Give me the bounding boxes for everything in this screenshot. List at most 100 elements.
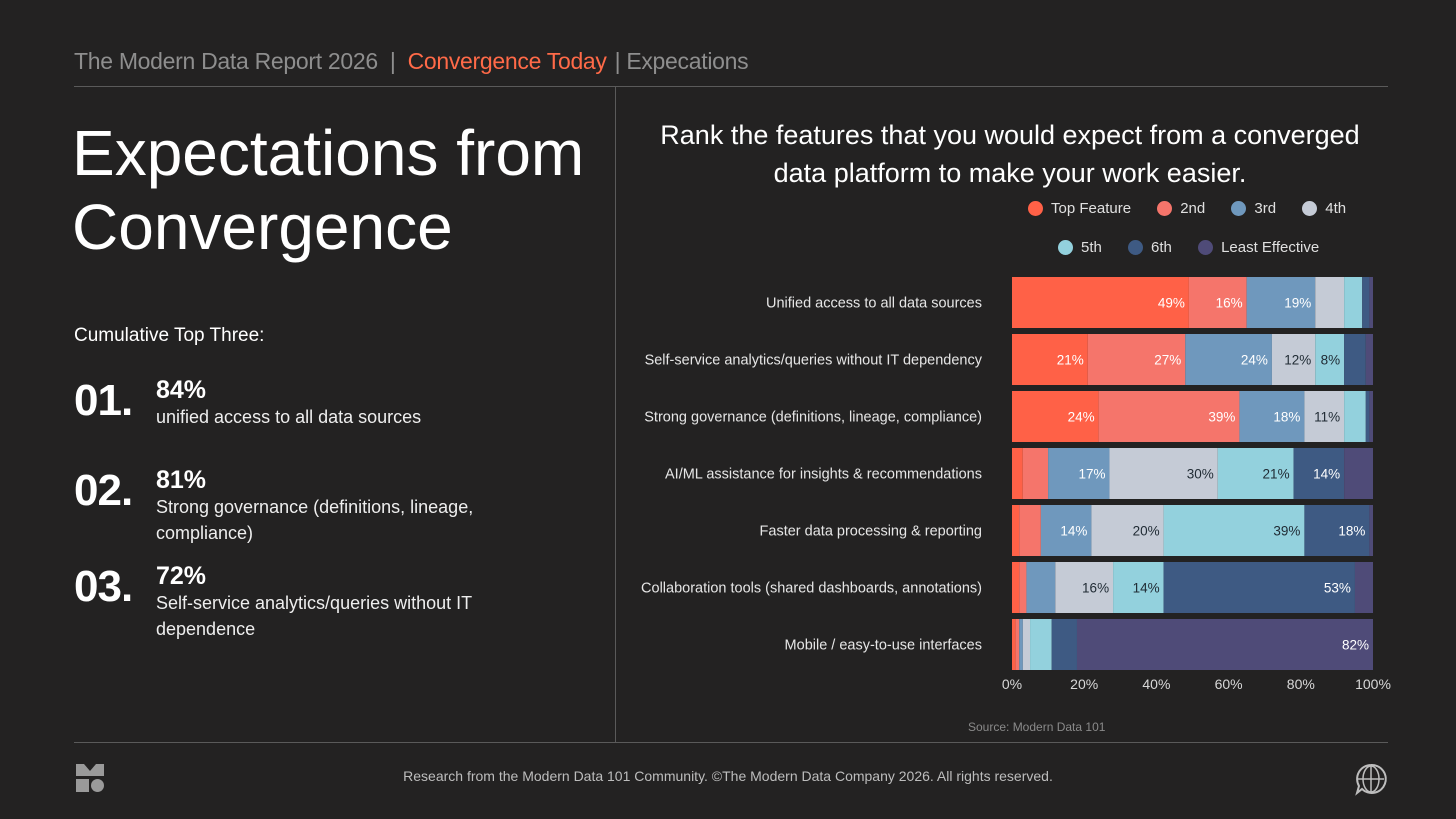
bar-segment	[1344, 391, 1366, 442]
chart-title: Rank the features that you would expect …	[660, 120, 1360, 188]
rank-description: Self-service analytics/queries without I…	[156, 593, 472, 639]
bar-segment	[1185, 334, 1272, 385]
data-label: 14%	[1313, 467, 1340, 482]
x-tick-label: 100%	[1355, 676, 1391, 692]
bar-segment	[1098, 391, 1240, 442]
legend-item-5th: 5th	[1058, 239, 1102, 256]
category-label: Mobile / easy-to-use interfaces	[785, 638, 982, 654]
category-label: AI/ML assistance for insights & recommen…	[665, 467, 982, 483]
bar-segment	[1026, 562, 1056, 613]
data-label: 21%	[1057, 353, 1084, 368]
legend-dot	[1157, 201, 1173, 216]
legend-item-top-feature: Top Feature	[1028, 200, 1131, 217]
legend-dot	[1302, 201, 1318, 216]
report-title: The Modern Data Report 2026	[74, 48, 378, 74]
bar-segment	[1087, 334, 1186, 385]
bar-segment	[1369, 391, 1373, 442]
data-label: 16%	[1216, 296, 1243, 311]
legend-label: 6th	[1151, 239, 1172, 256]
header-divider	[74, 86, 1388, 87]
bar-segment	[1012, 505, 1020, 556]
rank-percent: 81%	[156, 466, 207, 494]
legend-item-least-effective: Least Effective	[1198, 239, 1319, 256]
bar-segment	[1271, 334, 1316, 385]
data-label: 39%	[1273, 524, 1300, 539]
bar-segment	[1012, 448, 1023, 499]
bar-segment	[1109, 448, 1218, 499]
legend-dot	[1058, 240, 1073, 255]
bar-segment	[1012, 277, 1189, 328]
data-label: 14%	[1060, 524, 1087, 539]
data-label: 19%	[1284, 296, 1311, 311]
rank-description: Strong governance (definitions, lineage,…	[156, 497, 474, 543]
rank-description: unified access to all data sources	[156, 407, 422, 427]
data-label: 14%	[1133, 581, 1160, 596]
bar-segment	[1091, 505, 1164, 556]
x-tick-label: 80%	[1287, 676, 1315, 692]
bar-segment	[1354, 562, 1373, 613]
x-tick-label: 0%	[1002, 676, 1022, 692]
legend-label: Top Feature	[1051, 200, 1132, 217]
bar-segment	[1304, 391, 1345, 442]
bar-segment	[1239, 391, 1305, 442]
bar-segment	[1076, 619, 1373, 670]
column-divider	[615, 87, 616, 742]
bar-segment	[1051, 619, 1077, 670]
rank-percent: 72%	[156, 562, 207, 590]
rank-number: 03.	[74, 562, 133, 611]
legend-label: 5th	[1081, 239, 1102, 256]
category-label: Faster data processing & reporting	[760, 524, 982, 540]
bar-segment	[1188, 277, 1247, 328]
bar-segment	[1019, 562, 1027, 613]
category-label: Collaboration tools (shared dashboards, …	[641, 581, 982, 597]
data-label: 11%	[1314, 410, 1340, 425]
bar-segment	[1012, 562, 1020, 613]
data-label: 30%	[1187, 467, 1214, 482]
bar-segment	[1362, 277, 1370, 328]
page-title: Expectations from Convergence	[72, 117, 585, 263]
bar-segment	[1012, 334, 1088, 385]
tab-expectations[interactable]: Expecations	[626, 48, 749, 74]
tab-convergence-today[interactable]: Convergence Today	[407, 48, 607, 74]
footer-divider	[74, 742, 1388, 743]
data-label: 53%	[1324, 581, 1351, 596]
bar-segment	[1022, 619, 1031, 670]
bar-segment	[1030, 619, 1052, 670]
data-label: 24%	[1068, 410, 1095, 425]
data-label: 39%	[1208, 410, 1235, 425]
legend-dot	[1028, 201, 1043, 216]
legend-row-2: 5th 6th Least Effective	[1058, 239, 1341, 259]
data-label: 18%	[1338, 524, 1365, 539]
legend-item-3rd: 3rd	[1231, 200, 1276, 217]
bar-segment	[1040, 505, 1092, 556]
bar-segment	[1217, 448, 1294, 499]
x-tick-label: 40%	[1142, 676, 1170, 692]
bar-segment	[1369, 277, 1373, 328]
rank-number: 02.	[74, 466, 133, 515]
bar-segment	[1019, 619, 1023, 670]
bar-segment	[1344, 334, 1366, 385]
cumulative-label: Cumulative Top Three:	[74, 325, 265, 346]
category-label: Strong governance (definitions, lineage,…	[644, 410, 982, 426]
bar-segment	[1055, 562, 1114, 613]
data-label: 8%	[1321, 353, 1341, 368]
bar-segment	[1012, 619, 1016, 670]
bar-segment	[1344, 448, 1373, 499]
bar-segment	[1293, 448, 1345, 499]
legend-label: Least Effective	[1221, 239, 1320, 256]
legend-dot	[1198, 240, 1214, 255]
bar-segment	[1163, 505, 1305, 556]
globe-chat-icon	[1355, 763, 1387, 796]
report-header: The Modern Data Report 2026 | Convergence …	[74, 48, 749, 75]
x-tick-label: 60%	[1215, 676, 1243, 692]
data-label: 24%	[1241, 353, 1268, 368]
legend-item-2nd: 2nd	[1157, 200, 1205, 217]
data-label: 17%	[1078, 467, 1105, 482]
data-label: 12%	[1284, 353, 1311, 368]
legend-label: 3rd	[1254, 200, 1277, 217]
source-note: Source: Modern Data 101	[968, 720, 1106, 734]
bar-segment	[1365, 391, 1370, 442]
legend-row-1: Top Feature 2nd 3rd 4th	[1028, 200, 1368, 220]
header-separator-2: |	[614, 48, 621, 74]
